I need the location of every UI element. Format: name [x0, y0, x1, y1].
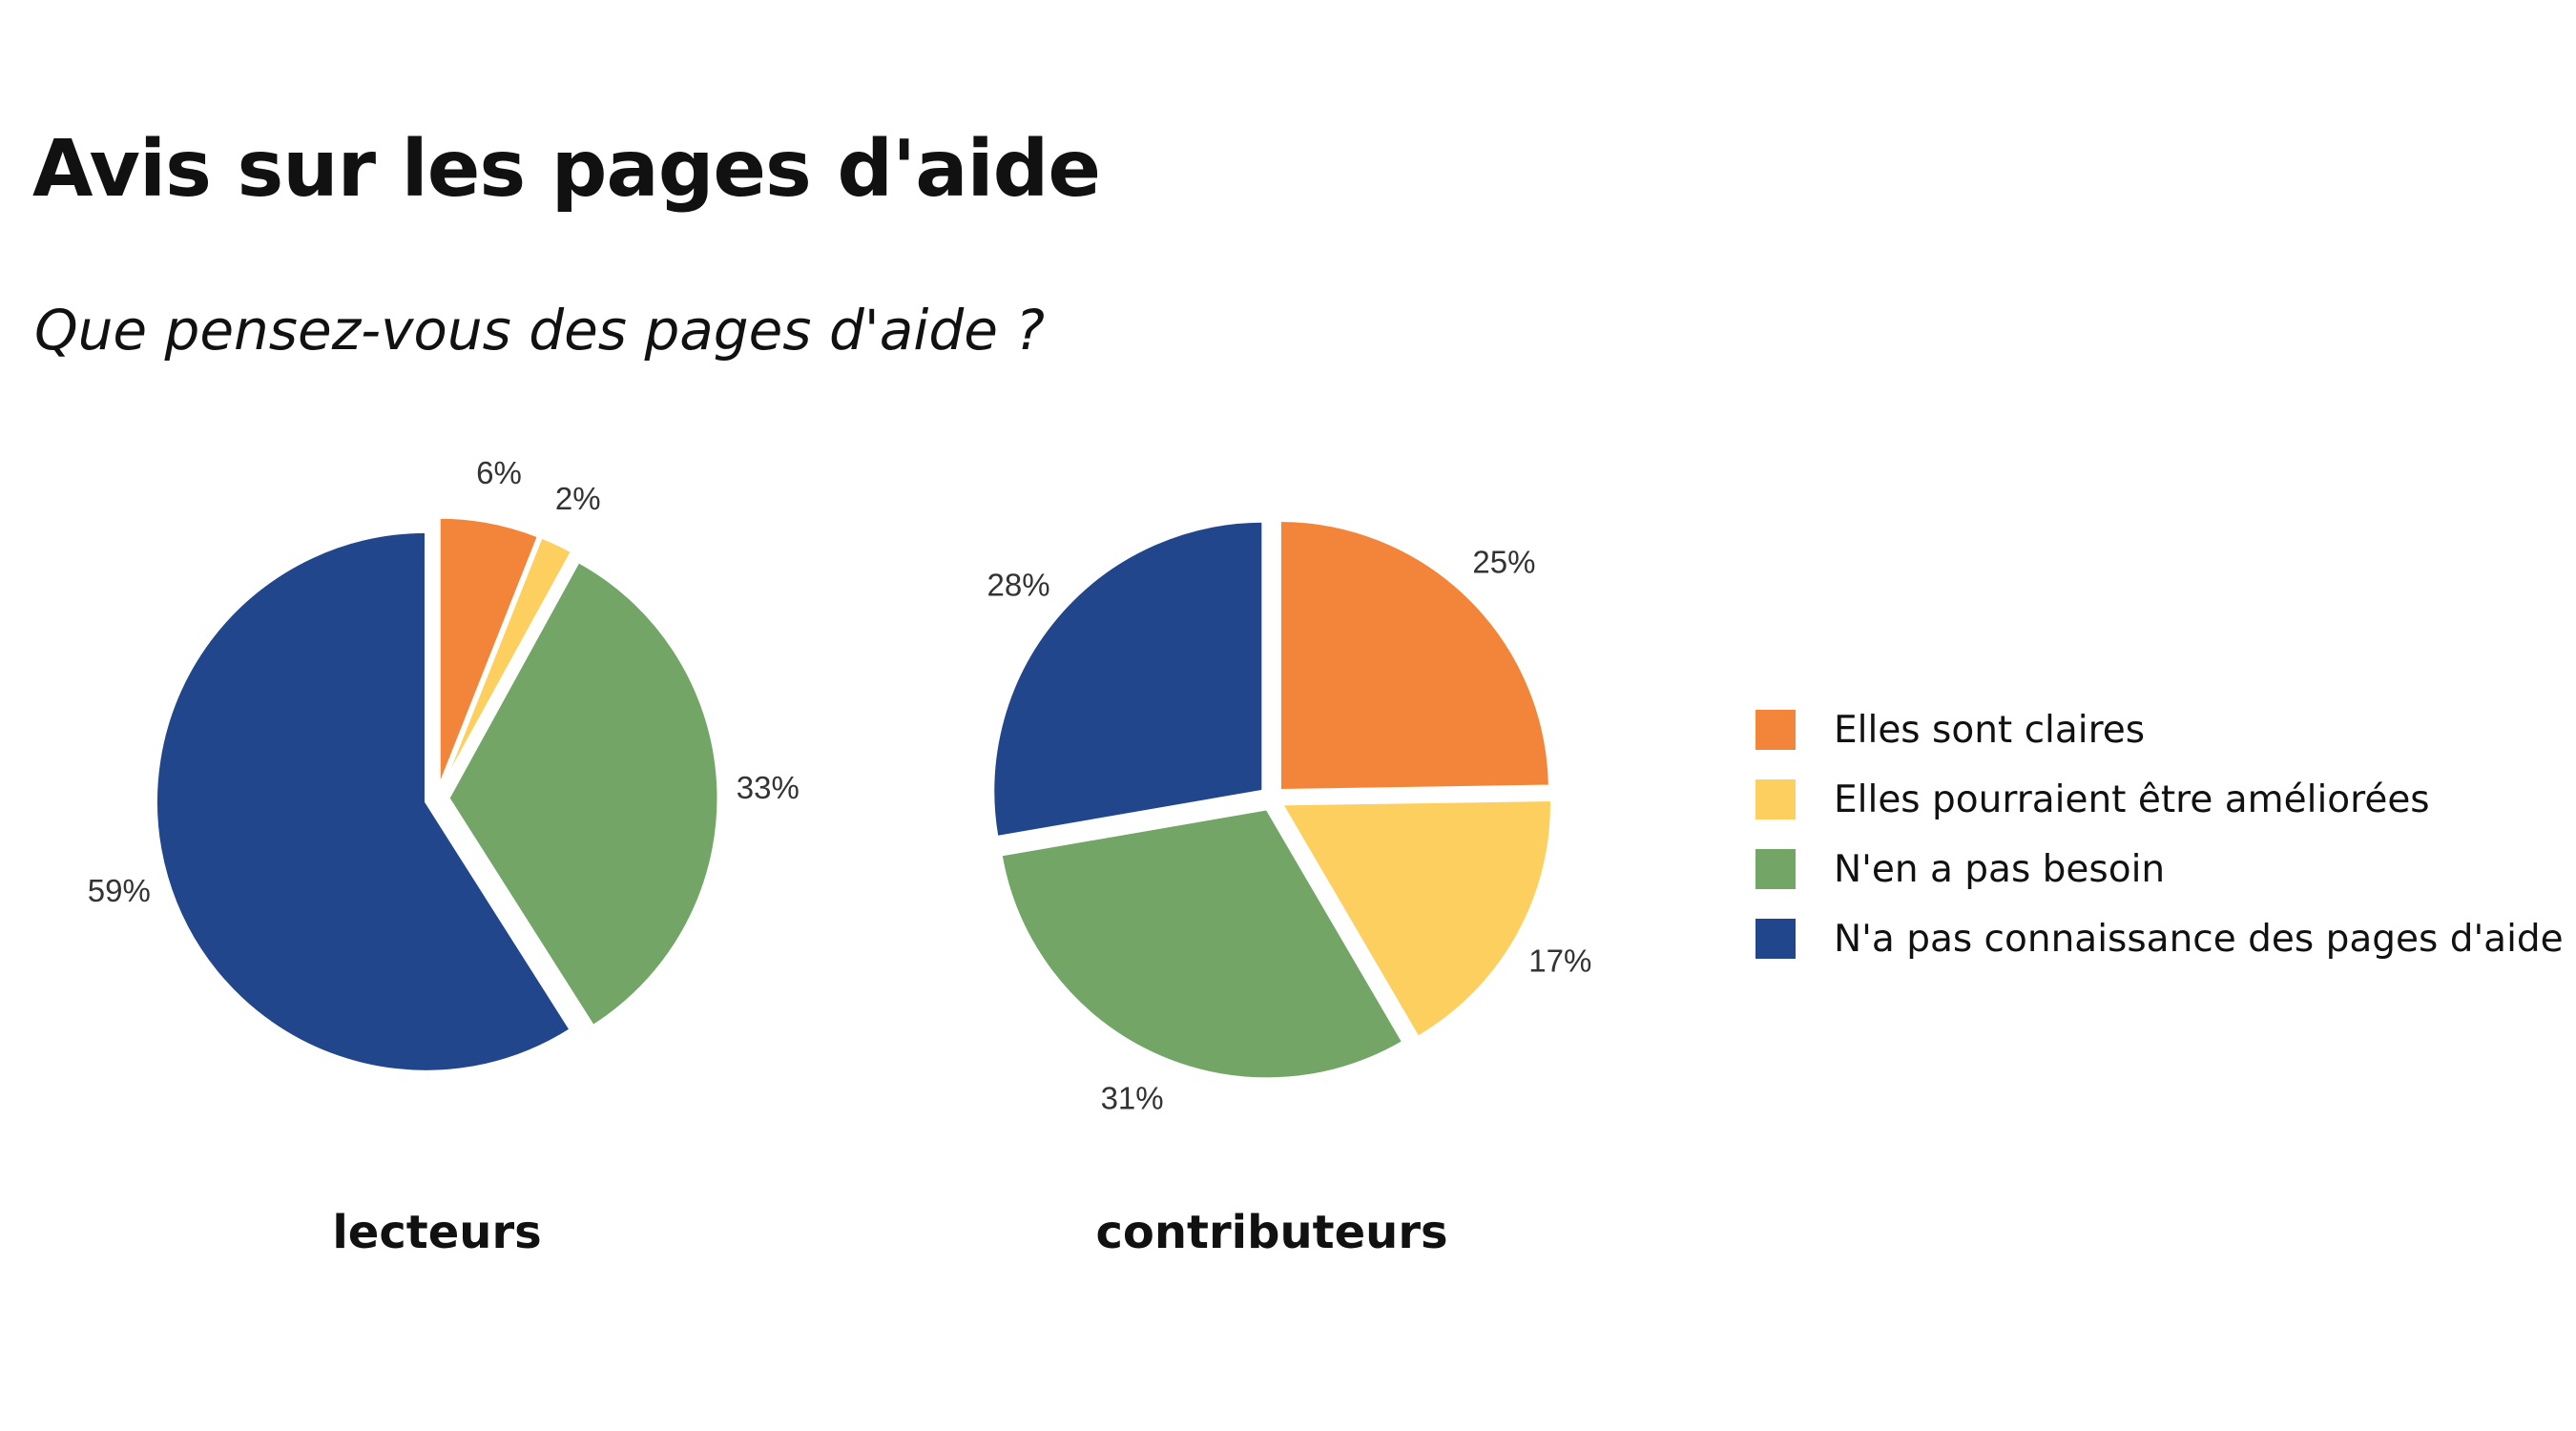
- facet-label-contributeurs: contributeurs: [1095, 1206, 1447, 1259]
- pie-slice-contributeurs-4: [991, 519, 1265, 840]
- slice-label: 6%: [476, 455, 522, 490]
- legend-swatch: [1755, 779, 1796, 819]
- slice-label: 17%: [1528, 943, 1591, 978]
- legend-label: Elles sont claires: [1834, 709, 2145, 752]
- pie-slice-contributeurs-3: [999, 807, 1405, 1081]
- slice-label: 31%: [1101, 1081, 1164, 1116]
- legend-swatch: [1755, 919, 1796, 959]
- chart-title: Avis sur les pages d'aide: [32, 124, 1101, 215]
- slice-label: 28%: [987, 567, 1050, 602]
- legend-label: N'en a pas besoin: [1834, 848, 2165, 891]
- pie-slice-lecteurs-3: [447, 559, 720, 1028]
- slice-label: 33%: [737, 770, 800, 805]
- pie-slice-lecteurs-1: [437, 515, 541, 788]
- legend-item: N'a pas connaissance des pages d'aide: [1755, 918, 2564, 961]
- slice-label: 25%: [1472, 545, 1535, 580]
- pies-group: 6% 2% 33% 59% lecteurs 25% 17% 31% 28% contribute…: [88, 455, 1592, 1259]
- legend-swatch: [1755, 849, 1796, 889]
- slice-label: 2%: [555, 481, 601, 516]
- legend-item: Elles pourraient être améliorées: [1755, 778, 2430, 821]
- pie-slice-contributeurs-2: [1278, 798, 1553, 1040]
- legend-swatch: [1755, 710, 1796, 750]
- legend-label: Elles pourraient être améliorées: [1834, 778, 2430, 821]
- legend-label: N'a pas connaissance des pages d'aide: [1834, 918, 2564, 961]
- pie-slice-lecteurs-2: [440, 535, 574, 789]
- slice-label: 59%: [88, 873, 151, 908]
- facet-label-lecteurs: lecteurs: [332, 1206, 541, 1259]
- legend-item: N'en a pas besoin: [1755, 848, 2165, 891]
- pie-contributeurs: 25% 17% 31% 28% contributeurs: [987, 518, 1591, 1259]
- pie-slice-contributeurs-1: [1278, 518, 1551, 792]
- legend-item: Elles sont claires: [1755, 709, 2145, 752]
- pie-slice-lecteurs-4: [154, 529, 573, 1073]
- legend: Elles sont claires Elles pourraient être …: [1755, 709, 2564, 961]
- chart-subtitle: Que pensez-vous des pages d'aide ?: [34, 298, 1046, 363]
- pie-lecteurs: 6% 2% 33% 59% lecteurs: [88, 455, 800, 1259]
